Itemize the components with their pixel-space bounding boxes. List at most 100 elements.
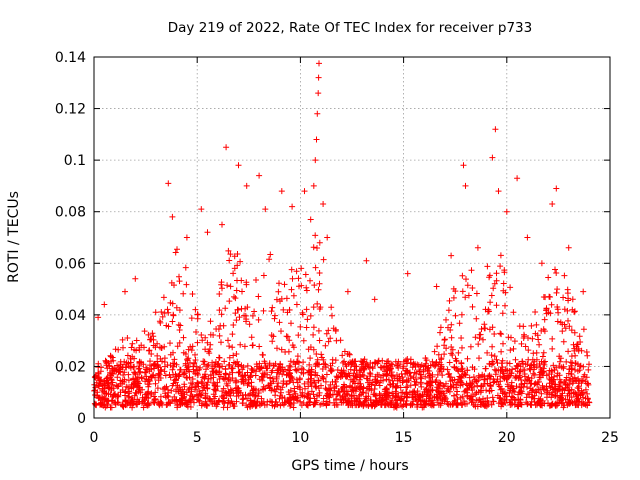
data-point	[554, 286, 561, 293]
data-point	[486, 308, 492, 315]
data-point	[532, 388, 539, 395]
data-point	[367, 360, 374, 366]
y-tick-label: 0.06	[55, 256, 86, 272]
data-point	[191, 359, 197, 366]
data-point	[227, 251, 234, 258]
data-point	[206, 346, 213, 353]
data-point	[353, 363, 360, 370]
data-point	[341, 348, 348, 355]
data-point	[339, 359, 346, 366]
data-point	[303, 284, 310, 291]
data-point	[449, 352, 456, 358]
data-point	[557, 358, 563, 365]
data-point	[310, 324, 317, 331]
data-point	[578, 399, 585, 406]
data-point	[320, 256, 327, 263]
data-point	[488, 401, 495, 408]
data-point	[549, 345, 556, 352]
data-point	[518, 340, 525, 347]
data-point	[229, 365, 236, 372]
data-point	[145, 347, 152, 354]
data-point	[234, 306, 241, 313]
data-point	[451, 392, 457, 399]
data-point	[295, 366, 301, 373]
data-point	[226, 354, 233, 361]
data-point	[560, 294, 567, 301]
data-point	[165, 309, 172, 316]
data-point	[497, 373, 504, 380]
data-point	[488, 292, 495, 299]
data-point	[268, 387, 275, 394]
data-point	[241, 372, 248, 379]
data-point	[195, 392, 202, 399]
data-point	[316, 280, 323, 287]
data-point	[111, 367, 118, 374]
data-point	[229, 344, 236, 351]
data-point	[207, 331, 214, 338]
data-point	[412, 396, 419, 403]
data-point	[260, 352, 266, 358]
y-tick-label: 0.12	[55, 102, 86, 118]
data-point	[333, 401, 340, 408]
data-point	[246, 321, 253, 328]
data-point	[275, 288, 282, 295]
data-point	[327, 381, 334, 388]
data-point	[310, 304, 317, 311]
data-point	[214, 383, 221, 390]
data-point	[510, 387, 517, 394]
data-point	[113, 382, 120, 389]
data-point	[554, 370, 561, 377]
data-point	[434, 371, 441, 378]
data-point	[249, 312, 256, 319]
data-point	[145, 331, 152, 338]
data-point	[290, 404, 297, 411]
data-point	[226, 257, 233, 264]
data-point	[237, 258, 244, 265]
data-point	[267, 374, 274, 381]
data-point	[423, 357, 430, 364]
data-point	[322, 342, 329, 349]
data-point	[571, 329, 578, 336]
data-point	[565, 317, 571, 324]
data-point	[397, 377, 404, 384]
data-point	[425, 400, 432, 407]
data-point	[512, 356, 519, 363]
data-point	[534, 379, 541, 386]
data-point	[557, 319, 564, 326]
data-point	[524, 391, 531, 397]
data-point	[394, 372, 400, 378]
data-point	[445, 307, 452, 314]
data-point	[160, 386, 167, 393]
data-point	[398, 395, 405, 402]
data-point	[115, 346, 122, 353]
data-point	[444, 398, 451, 405]
data-point	[360, 384, 367, 391]
data-point	[377, 364, 384, 371]
data-point	[211, 400, 218, 407]
data-point	[183, 281, 190, 288]
data-point	[269, 338, 276, 345]
data-point	[430, 402, 437, 409]
data-point	[122, 388, 129, 395]
data-point	[179, 396, 186, 403]
data-point	[382, 386, 389, 393]
data-point	[500, 280, 507, 287]
data-point	[284, 309, 291, 316]
data-point	[140, 361, 147, 368]
data-point	[486, 326, 493, 333]
data-point	[388, 372, 395, 379]
data-point	[119, 387, 126, 393]
data-point	[412, 363, 419, 370]
data-point	[394, 394, 400, 401]
data-point	[340, 399, 347, 406]
data-point	[493, 277, 500, 284]
data-point	[508, 382, 515, 389]
data-point	[506, 399, 513, 406]
data-point	[287, 358, 294, 365]
data-point	[482, 376, 488, 383]
data-point	[352, 358, 359, 365]
data-point	[233, 351, 240, 357]
data-point	[446, 297, 453, 304]
data-point	[554, 318, 561, 325]
data-point	[204, 339, 211, 346]
